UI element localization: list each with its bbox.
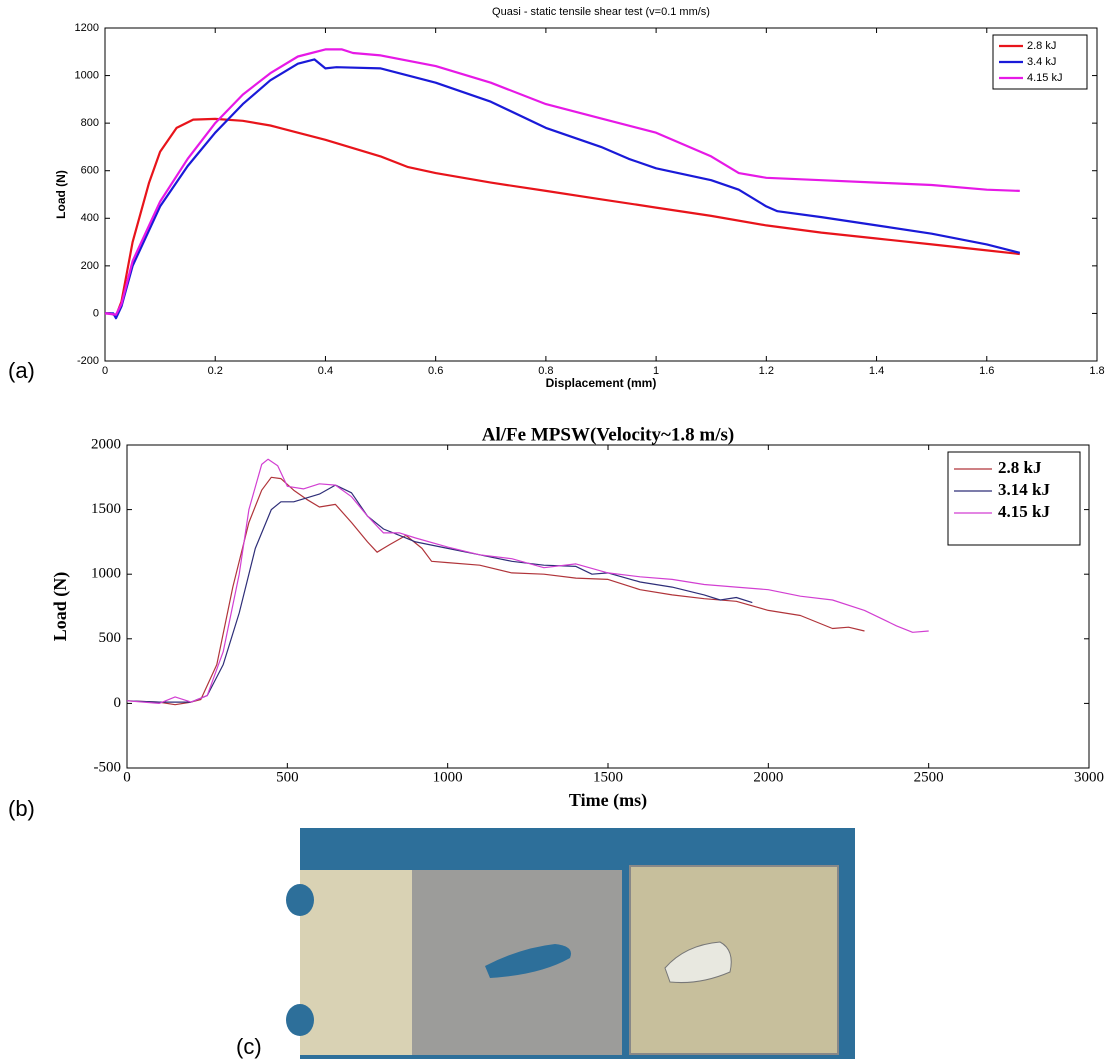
x-axis-label: Displacement (mm) [546,376,657,390]
legend-box [947,451,1081,546]
plot-area [104,27,1098,362]
y-tick-label: 0 [93,307,99,319]
y-tick-label: 600 [81,165,99,177]
specimen-photo: (c) [236,828,855,1059]
x-axis-label: Time (ms) [569,790,647,811]
y-tick-label: 0 [114,695,122,711]
chart-title: Al/Fe MPSW(Velocity~1.8 m/s) [482,424,734,445]
plot-area [126,444,1090,769]
panel-label: (b) [8,796,35,821]
x-tick-label: 500 [276,769,299,785]
x-tick-label: 0.4 [318,365,333,377]
x-tick-label: 1 [653,365,659,377]
x-tick-label: 1000 [433,769,463,785]
legend-label: 4.15 kJ [998,502,1050,521]
y-tick-label: 200 [81,260,99,272]
legend-label: 4.15 kJ [1027,72,1062,84]
y-tick-label: 1500 [91,501,121,517]
x-tick-label: 3000 [1074,769,1104,785]
x-tick-label: 1.8 [1089,365,1104,377]
y-tick-label: 1200 [75,22,99,34]
x-tick-label: 0.2 [208,365,223,377]
data-line [126,458,929,704]
x-tick-label: 0.8 [538,365,553,377]
x-tick-label: 1.2 [759,365,774,377]
y-tick-label: 1000 [75,69,99,81]
panel-label: (c) [236,1034,262,1059]
x-tick-label: 0 [102,365,108,377]
data-line [105,117,1020,317]
x-tick-label: 0.6 [428,365,443,377]
y-axis-label: Load (N) [54,170,68,219]
data-line [105,58,1021,320]
y-tick-label: -500 [94,759,122,775]
line-chart: 0 500 1000 1500 2000 2500 3000-500050010001500… [8,424,1104,820]
legend-label: 2.8 kJ [998,458,1042,477]
panel-label: (a) [8,358,35,383]
y-tick-label: 500 [99,630,122,646]
legend-label: 3.4 kJ [1027,56,1056,68]
x-tick-label: 2500 [914,769,944,785]
x-tick-label: 0 [123,769,131,785]
chart-title: Quasi - static tensile shear test (v=0.1… [492,6,710,18]
y-tick-label: 2000 [91,436,121,452]
y-axis-label: Load (N) [50,572,71,642]
y-tick-label: 800 [81,117,99,129]
data-line [126,476,865,706]
x-tick-label: 1.4 [869,365,884,377]
legend-label: 2.8 kJ [1027,40,1056,52]
y-tick-label: 400 [81,212,99,224]
y-tick-label: -200 [77,355,99,367]
legend-label: 3.14 kJ [998,480,1050,499]
data-line [104,48,1020,316]
x-tick-label: 1.6 [979,365,994,377]
x-tick-label: 2000 [753,769,783,785]
x-tick-label: 1500 [593,769,623,785]
y-tick-label: 1000 [91,566,121,582]
data-line [126,484,753,703]
line-chart: 0 0.2 0.4 0.6 0.8 1 1.2 1.4 1.6 1.8-2000200400600… [8,6,1105,390]
